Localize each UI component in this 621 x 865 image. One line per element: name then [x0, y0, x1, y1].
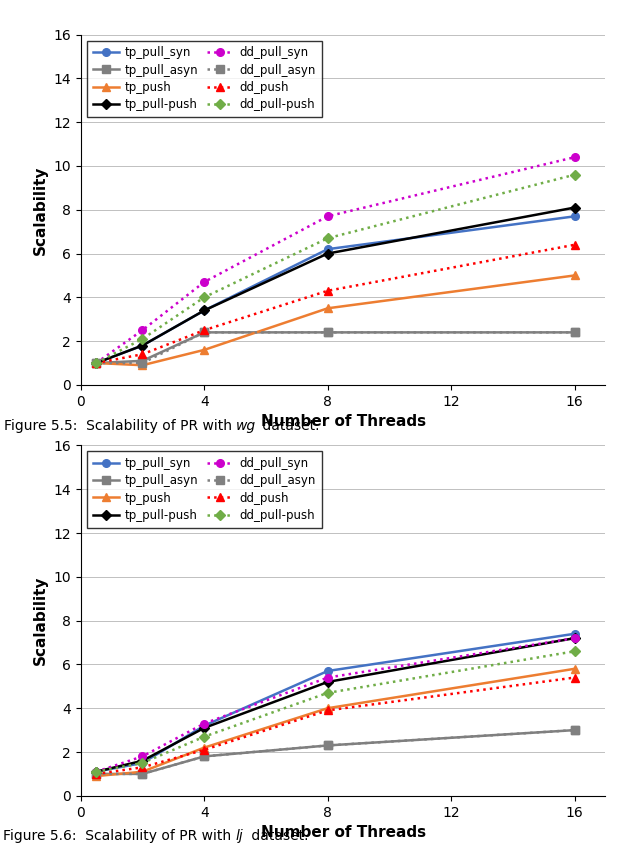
Text: Figure 5.6:  Scalability of PR with: Figure 5.6: Scalability of PR with: [4, 830, 236, 843]
Text: dataset.: dataset.: [247, 830, 308, 843]
X-axis label: Number of Threads: Number of Threads: [261, 414, 425, 429]
Y-axis label: Scalability: Scalability: [33, 165, 48, 254]
Y-axis label: Scalability: Scalability: [33, 576, 48, 665]
Legend: tp_pull_syn, tp_pull_asyn, tp_push, tp_pull-push, dd_pull_syn, dd_pull_asyn, dd_: tp_pull_syn, tp_pull_asyn, tp_push, tp_p…: [87, 41, 322, 117]
Text: lj: lj: [236, 830, 243, 843]
Text: Figure 5.5:  Scalability of PR with: Figure 5.5: Scalability of PR with: [4, 419, 236, 432]
Text: dataset.: dataset.: [258, 419, 319, 432]
X-axis label: Number of Threads: Number of Threads: [261, 825, 425, 840]
Legend: tp_pull_syn, tp_pull_asyn, tp_push, tp_pull-push, dd_pull_syn, dd_pull_asyn, dd_: tp_pull_syn, tp_pull_asyn, tp_push, tp_p…: [87, 452, 322, 528]
Text: wg: wg: [236, 419, 256, 432]
